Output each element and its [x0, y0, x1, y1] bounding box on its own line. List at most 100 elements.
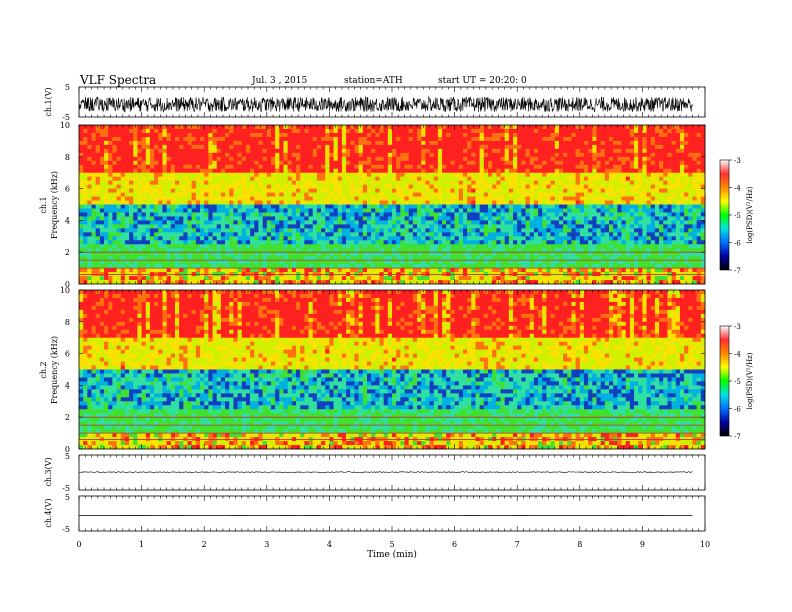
spectrogram-cell — [429, 256, 435, 261]
spectrogram-cell — [479, 220, 485, 225]
spectrogram-cell — [429, 168, 435, 173]
spectrogram-cell — [404, 168, 409, 173]
spectrogram-cell — [475, 236, 480, 241]
spectrogram-cell — [262, 268, 268, 273]
spectrogram-cell — [425, 200, 430, 205]
spectrogram-cell — [479, 160, 485, 166]
spectrogram-cell — [116, 260, 122, 265]
spectrogram-cell — [417, 188, 422, 193]
spectrogram-cell — [408, 172, 414, 177]
spectrogram-cell — [525, 252, 531, 257]
spectrogram-cell — [387, 188, 393, 193]
spectrogram-cell — [471, 148, 476, 154]
spectrogram-cell — [583, 268, 589, 273]
spectrogram-cell — [262, 232, 268, 237]
spectrogram-cell — [475, 228, 480, 233]
spectrogram-cell — [412, 192, 418, 197]
spectrogram-cell — [187, 184, 192, 189]
spectrogram-cell — [79, 212, 84, 217]
spectrogram-cell — [300, 188, 305, 193]
spectrogram-cell — [166, 212, 172, 217]
spectrogram-cell — [179, 280, 184, 285]
spectrogram-cell — [396, 228, 401, 233]
spectrogram-cell — [95, 136, 101, 142]
spectrogram-cell — [375, 196, 380, 201]
spectrogram-cell — [425, 208, 430, 213]
spectrogram-cell — [108, 128, 113, 134]
spectrogram-cell — [412, 232, 418, 237]
spectrogram-cell — [162, 220, 167, 225]
spectrogram-cell — [229, 280, 234, 285]
spectrogram-cell — [179, 224, 184, 229]
spectrogram-cell — [404, 244, 409, 249]
spectrogram-cell — [487, 280, 493, 285]
spectrogram-cell — [212, 240, 218, 245]
spectrogram-cell — [133, 208, 138, 213]
spectrogram-cell — [408, 224, 414, 229]
spectrogram-cell — [329, 156, 334, 162]
spectrogram-cell — [124, 188, 130, 193]
spectrogram-cell — [529, 136, 535, 142]
spectrogram-cell — [275, 152, 280, 158]
spectrogram-cell — [508, 168, 514, 173]
spectrogram-cell — [212, 228, 218, 233]
spectrogram-cell — [521, 128, 526, 134]
spectrogram-cell — [179, 232, 184, 237]
spectrogram-cell — [333, 164, 339, 170]
spectrogram-cell — [387, 212, 393, 217]
spectrogram-cell — [337, 156, 343, 162]
spectrogram-cell — [275, 280, 280, 285]
spectrogram-cell — [492, 252, 497, 257]
spectrogram-cell — [579, 160, 585, 166]
spectrogram-cell — [538, 188, 543, 193]
spectrogram-cell — [325, 212, 330, 217]
spectrogram-cell — [513, 244, 518, 249]
spectrogram-cell — [358, 244, 364, 249]
spectrogram-cell — [387, 144, 393, 150]
spectrogram-cell — [266, 180, 272, 185]
spectrogram-cell — [538, 168, 543, 173]
spectrogram-cell — [542, 216, 547, 221]
spectrogram-cell — [241, 144, 247, 150]
spectrogram-cell — [396, 172, 401, 177]
spectrogram-cell — [567, 176, 572, 181]
spectrogram-cell — [417, 132, 422, 138]
spectrogram-cell — [208, 256, 213, 261]
spectrogram-cell — [183, 128, 188, 134]
spectrogram-cell — [233, 236, 238, 241]
spectrogram-cell — [550, 184, 556, 189]
spectrogram-cell — [300, 220, 305, 225]
spectrogram-cell — [104, 140, 109, 146]
spectrogram-cell — [471, 180, 476, 185]
spectrogram-cell — [483, 276, 489, 281]
spectrogram-cell — [124, 148, 130, 154]
spectrogram-cell — [241, 248, 247, 253]
spectrogram-cell — [396, 180, 401, 185]
spectrogram-cell — [325, 256, 330, 261]
spectrogram-cell — [446, 256, 451, 261]
spectrogram-cell — [354, 276, 359, 281]
spectrogram-cell — [170, 176, 176, 181]
spectrogram-cell — [300, 212, 305, 217]
spectrogram-cell — [166, 156, 172, 162]
spectrogram-cell — [321, 240, 326, 245]
spectrogram-cell — [258, 216, 263, 221]
spectrogram-cell — [433, 260, 439, 265]
spectrogram-cell — [254, 240, 259, 245]
spectrogram-cell — [392, 216, 397, 221]
spectrogram-cell — [546, 264, 551, 269]
spectrogram-cell — [583, 204, 589, 209]
spectrogram-cell — [437, 188, 443, 193]
spectrogram-cell — [116, 160, 122, 166]
spectrogram-cell — [446, 164, 451, 170]
spectrogram-cell — [542, 228, 547, 233]
spectrogram-cell — [170, 188, 176, 193]
spectrogram-cell — [533, 196, 539, 201]
spectrogram-cell — [496, 256, 501, 261]
spectrogram-cell — [500, 212, 505, 217]
spectrogram-cell — [312, 216, 318, 221]
spectrogram-cell — [149, 140, 155, 146]
spectrogram-cell — [579, 248, 585, 253]
spectrogram-cell — [120, 220, 126, 225]
spectrogram-cell — [283, 176, 288, 181]
